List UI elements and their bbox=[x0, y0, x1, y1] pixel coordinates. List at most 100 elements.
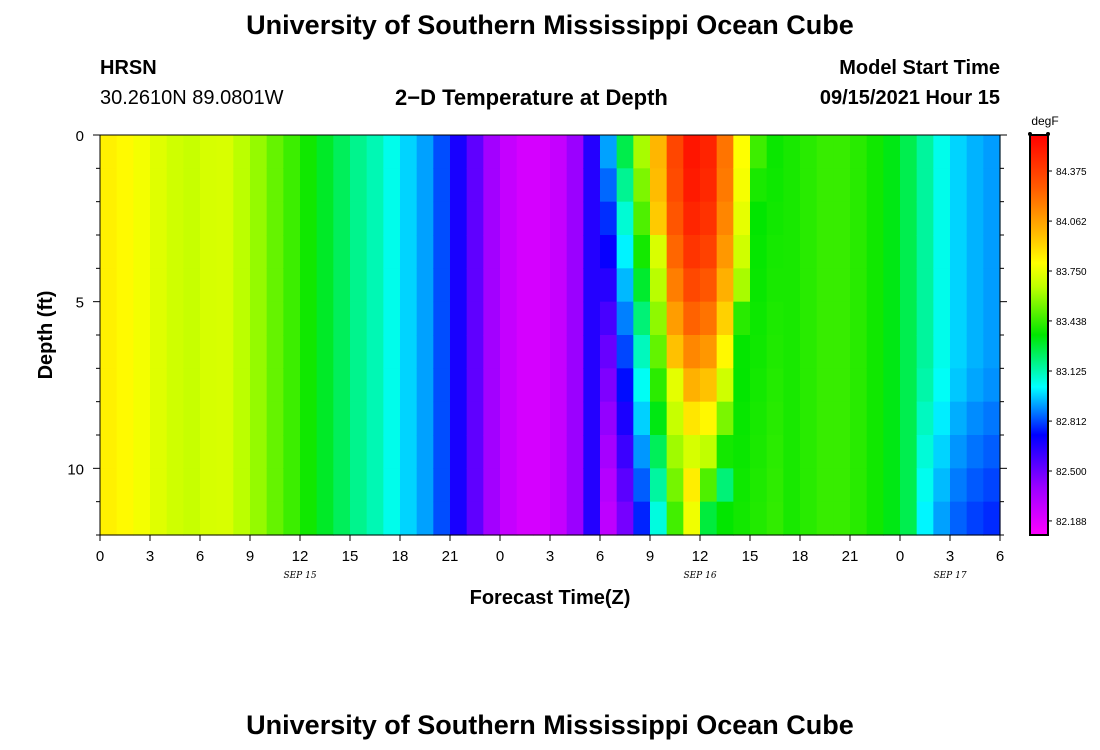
heatmap-cell bbox=[350, 501, 368, 536]
heatmap-cell bbox=[900, 301, 918, 336]
heatmap-cell bbox=[266, 335, 284, 369]
heatmap-cell bbox=[166, 468, 184, 503]
heatmap-cell bbox=[900, 235, 918, 269]
heatmap-cell bbox=[450, 368, 468, 403]
heatmap-cell bbox=[650, 501, 668, 536]
heatmap-cell bbox=[816, 235, 834, 269]
heatmap-cell bbox=[583, 335, 601, 369]
heatmap-cell bbox=[566, 368, 584, 403]
x-tick-label: 6 bbox=[996, 548, 1004, 565]
heatmap-cell bbox=[816, 201, 834, 236]
heatmap-cell bbox=[400, 368, 418, 403]
heatmap-cell bbox=[666, 301, 684, 336]
heatmap-cell bbox=[783, 168, 801, 203]
heatmap-cell bbox=[433, 201, 451, 236]
heatmap-cell bbox=[333, 335, 351, 369]
heatmap-cell bbox=[683, 435, 701, 469]
heatmap-cell bbox=[766, 168, 784, 203]
heatmap-cell bbox=[333, 301, 351, 336]
heatmap-cell bbox=[116, 435, 134, 469]
heatmap-cell bbox=[183, 401, 201, 436]
heatmap-cell bbox=[550, 135, 568, 169]
heatmap-cell bbox=[816, 168, 834, 203]
heatmap-cell bbox=[616, 201, 634, 236]
heatmap-cell bbox=[833, 468, 851, 503]
heatmap-cell bbox=[716, 135, 734, 169]
heatmap-cell bbox=[583, 268, 601, 303]
heatmap-cell bbox=[133, 435, 151, 469]
heatmap-cell bbox=[700, 168, 718, 203]
heatmap-cell bbox=[583, 468, 601, 503]
heatmap-cell bbox=[800, 301, 818, 336]
heatmap-cell bbox=[900, 368, 918, 403]
heatmap-cell bbox=[266, 135, 284, 169]
heatmap-cell bbox=[266, 501, 284, 536]
heatmap-cell bbox=[200, 335, 218, 369]
heatmap-cell bbox=[333, 268, 351, 303]
heatmap-cell bbox=[650, 435, 668, 469]
heatmap-cell bbox=[733, 235, 751, 269]
y-tick-label: 5 bbox=[76, 295, 84, 312]
heatmap-cell bbox=[333, 135, 351, 169]
heatmap-cell bbox=[533, 468, 551, 503]
heatmap-cell bbox=[150, 135, 168, 169]
heatmap-cell bbox=[916, 201, 934, 236]
heatmap-cell bbox=[166, 135, 184, 169]
heatmap-cell bbox=[350, 268, 368, 303]
heatmap-cell bbox=[616, 468, 634, 503]
heatmap-cell bbox=[950, 335, 968, 369]
heatmap-cell bbox=[666, 201, 684, 236]
heatmap-cell bbox=[666, 268, 684, 303]
heatmap-cell bbox=[433, 368, 451, 403]
heatmap-cell bbox=[683, 301, 701, 336]
x-tick-label: 12 bbox=[292, 548, 309, 565]
heatmap-cell bbox=[333, 435, 351, 469]
heatmap-cell bbox=[633, 268, 651, 303]
heatmap-cell bbox=[283, 401, 301, 436]
heatmap-cell bbox=[866, 168, 884, 203]
heatmap-cell bbox=[483, 168, 501, 203]
heatmap-cell bbox=[216, 135, 234, 169]
heatmap-cell bbox=[266, 268, 284, 303]
heatmap-cell bbox=[700, 301, 718, 336]
heatmap-cell bbox=[750, 201, 768, 236]
heatmap-cell bbox=[733, 135, 751, 169]
heatmap-cell bbox=[233, 368, 251, 403]
heatmap-cell bbox=[450, 235, 468, 269]
heatmap-cell bbox=[500, 501, 518, 536]
heatmap-cell bbox=[116, 168, 134, 203]
heatmap-cell bbox=[916, 168, 934, 203]
heatmap-cell bbox=[983, 401, 1001, 436]
heatmap-cell bbox=[533, 301, 551, 336]
heatmap-cell bbox=[766, 201, 784, 236]
heatmap-cell bbox=[333, 501, 351, 536]
heatmap-cell bbox=[633, 501, 651, 536]
heatmap-cell bbox=[616, 235, 634, 269]
heatmap-cell bbox=[400, 501, 418, 536]
heatmap-cell bbox=[116, 368, 134, 403]
heatmap-cell bbox=[283, 235, 301, 269]
heatmap-cell bbox=[883, 501, 901, 536]
heatmap-cell bbox=[383, 501, 401, 536]
heatmap-cell bbox=[133, 168, 151, 203]
heatmap-cell bbox=[900, 501, 918, 536]
heatmap-cell bbox=[650, 168, 668, 203]
heatmap-cell bbox=[583, 401, 601, 436]
x-tick-label: 3 bbox=[146, 548, 154, 565]
heatmap-cell bbox=[566, 501, 584, 536]
heatmap-cell bbox=[216, 435, 234, 469]
heatmap-cell bbox=[283, 201, 301, 236]
heatmap-cell bbox=[450, 501, 468, 536]
heatmap-cell bbox=[383, 201, 401, 236]
heatmap-cell bbox=[466, 235, 484, 269]
heatmap-cell bbox=[516, 435, 534, 469]
heatmap-cell bbox=[200, 168, 218, 203]
heatmap-cell bbox=[150, 335, 168, 369]
heatmap-cell bbox=[133, 401, 151, 436]
heatmap-cell bbox=[150, 235, 168, 269]
heatmap-cell bbox=[416, 368, 434, 403]
heatmap-cell bbox=[233, 335, 251, 369]
heatmap-cell bbox=[850, 201, 868, 236]
heatmap-cell bbox=[433, 168, 451, 203]
heatmap-cell bbox=[966, 501, 984, 536]
